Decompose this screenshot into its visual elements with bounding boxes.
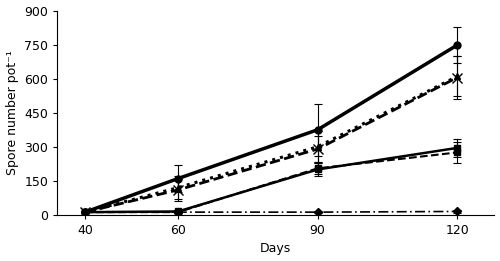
Y-axis label: Spore number pot⁻¹: Spore number pot⁻¹ [6,50,18,175]
X-axis label: Days: Days [260,242,292,256]
